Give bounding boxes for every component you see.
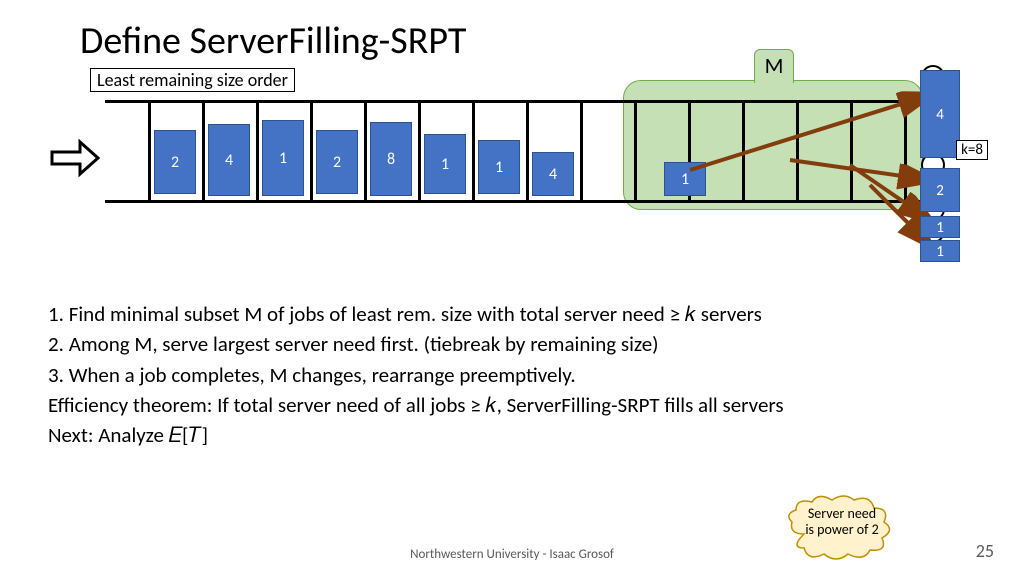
queue-divider — [148, 100, 151, 200]
queue-divider — [796, 100, 799, 200]
queue-divider — [850, 100, 853, 200]
step-1: 1. Find minimal subset M of jobs of leas… — [48, 300, 968, 328]
queue-divider — [202, 100, 205, 200]
server-job: 1 — [920, 216, 960, 238]
server-job: 2 — [920, 168, 960, 212]
server-job: 1 — [920, 240, 960, 262]
m-label: M — [754, 49, 794, 83]
queue-job: 4 — [208, 124, 250, 196]
queue-divider — [634, 100, 637, 200]
queue-job: 8 — [370, 122, 412, 196]
queue-divider — [580, 100, 583, 200]
cloud-text: Server need is power of 2 — [802, 506, 882, 538]
queue-top-line — [105, 100, 925, 103]
diagram: M 241281141 4211 k=8 — [50, 90, 990, 270]
queue-divider — [472, 100, 475, 200]
queue-divider — [364, 100, 367, 200]
queue-job: 1 — [262, 120, 304, 196]
cloud-callout: Server need is power of 2 — [784, 494, 894, 564]
queue-divider — [310, 100, 313, 200]
efficiency-theorem: Efficiency theorem: If total server need… — [48, 391, 968, 419]
queue-job: 2 — [316, 130, 358, 194]
queue-bottom-line — [105, 200, 925, 203]
page-number: 25 — [976, 540, 994, 562]
subtitle-box: Least remaining size order — [90, 68, 295, 92]
server-job: 4 — [920, 70, 960, 158]
queue-job: 4 — [532, 152, 574, 196]
queue-job: 1 — [424, 134, 466, 194]
queue-job: 2 — [154, 130, 196, 194]
queue-divider — [904, 100, 907, 200]
queue-job: 1 — [478, 140, 520, 194]
queue-divider — [526, 100, 529, 200]
input-arrow-icon — [50, 138, 100, 178]
queue-job: 1 — [664, 162, 706, 196]
k-label: k=8 — [956, 140, 988, 160]
step-3: 3. When a job completes, M changes, rear… — [48, 361, 968, 389]
queue-divider — [418, 100, 421, 200]
body-text: 1. Find minimal subset M of jobs of leas… — [48, 300, 968, 452]
queue-divider — [742, 100, 745, 200]
queue-divider — [256, 100, 259, 200]
next-line: Next: Analyze 𝐸[𝑇] — [48, 421, 968, 449]
slide-title: Define ServerFilling-SRPT — [80, 18, 466, 64]
step-2: 2. Among M, serve largest server need fi… — [48, 330, 968, 358]
